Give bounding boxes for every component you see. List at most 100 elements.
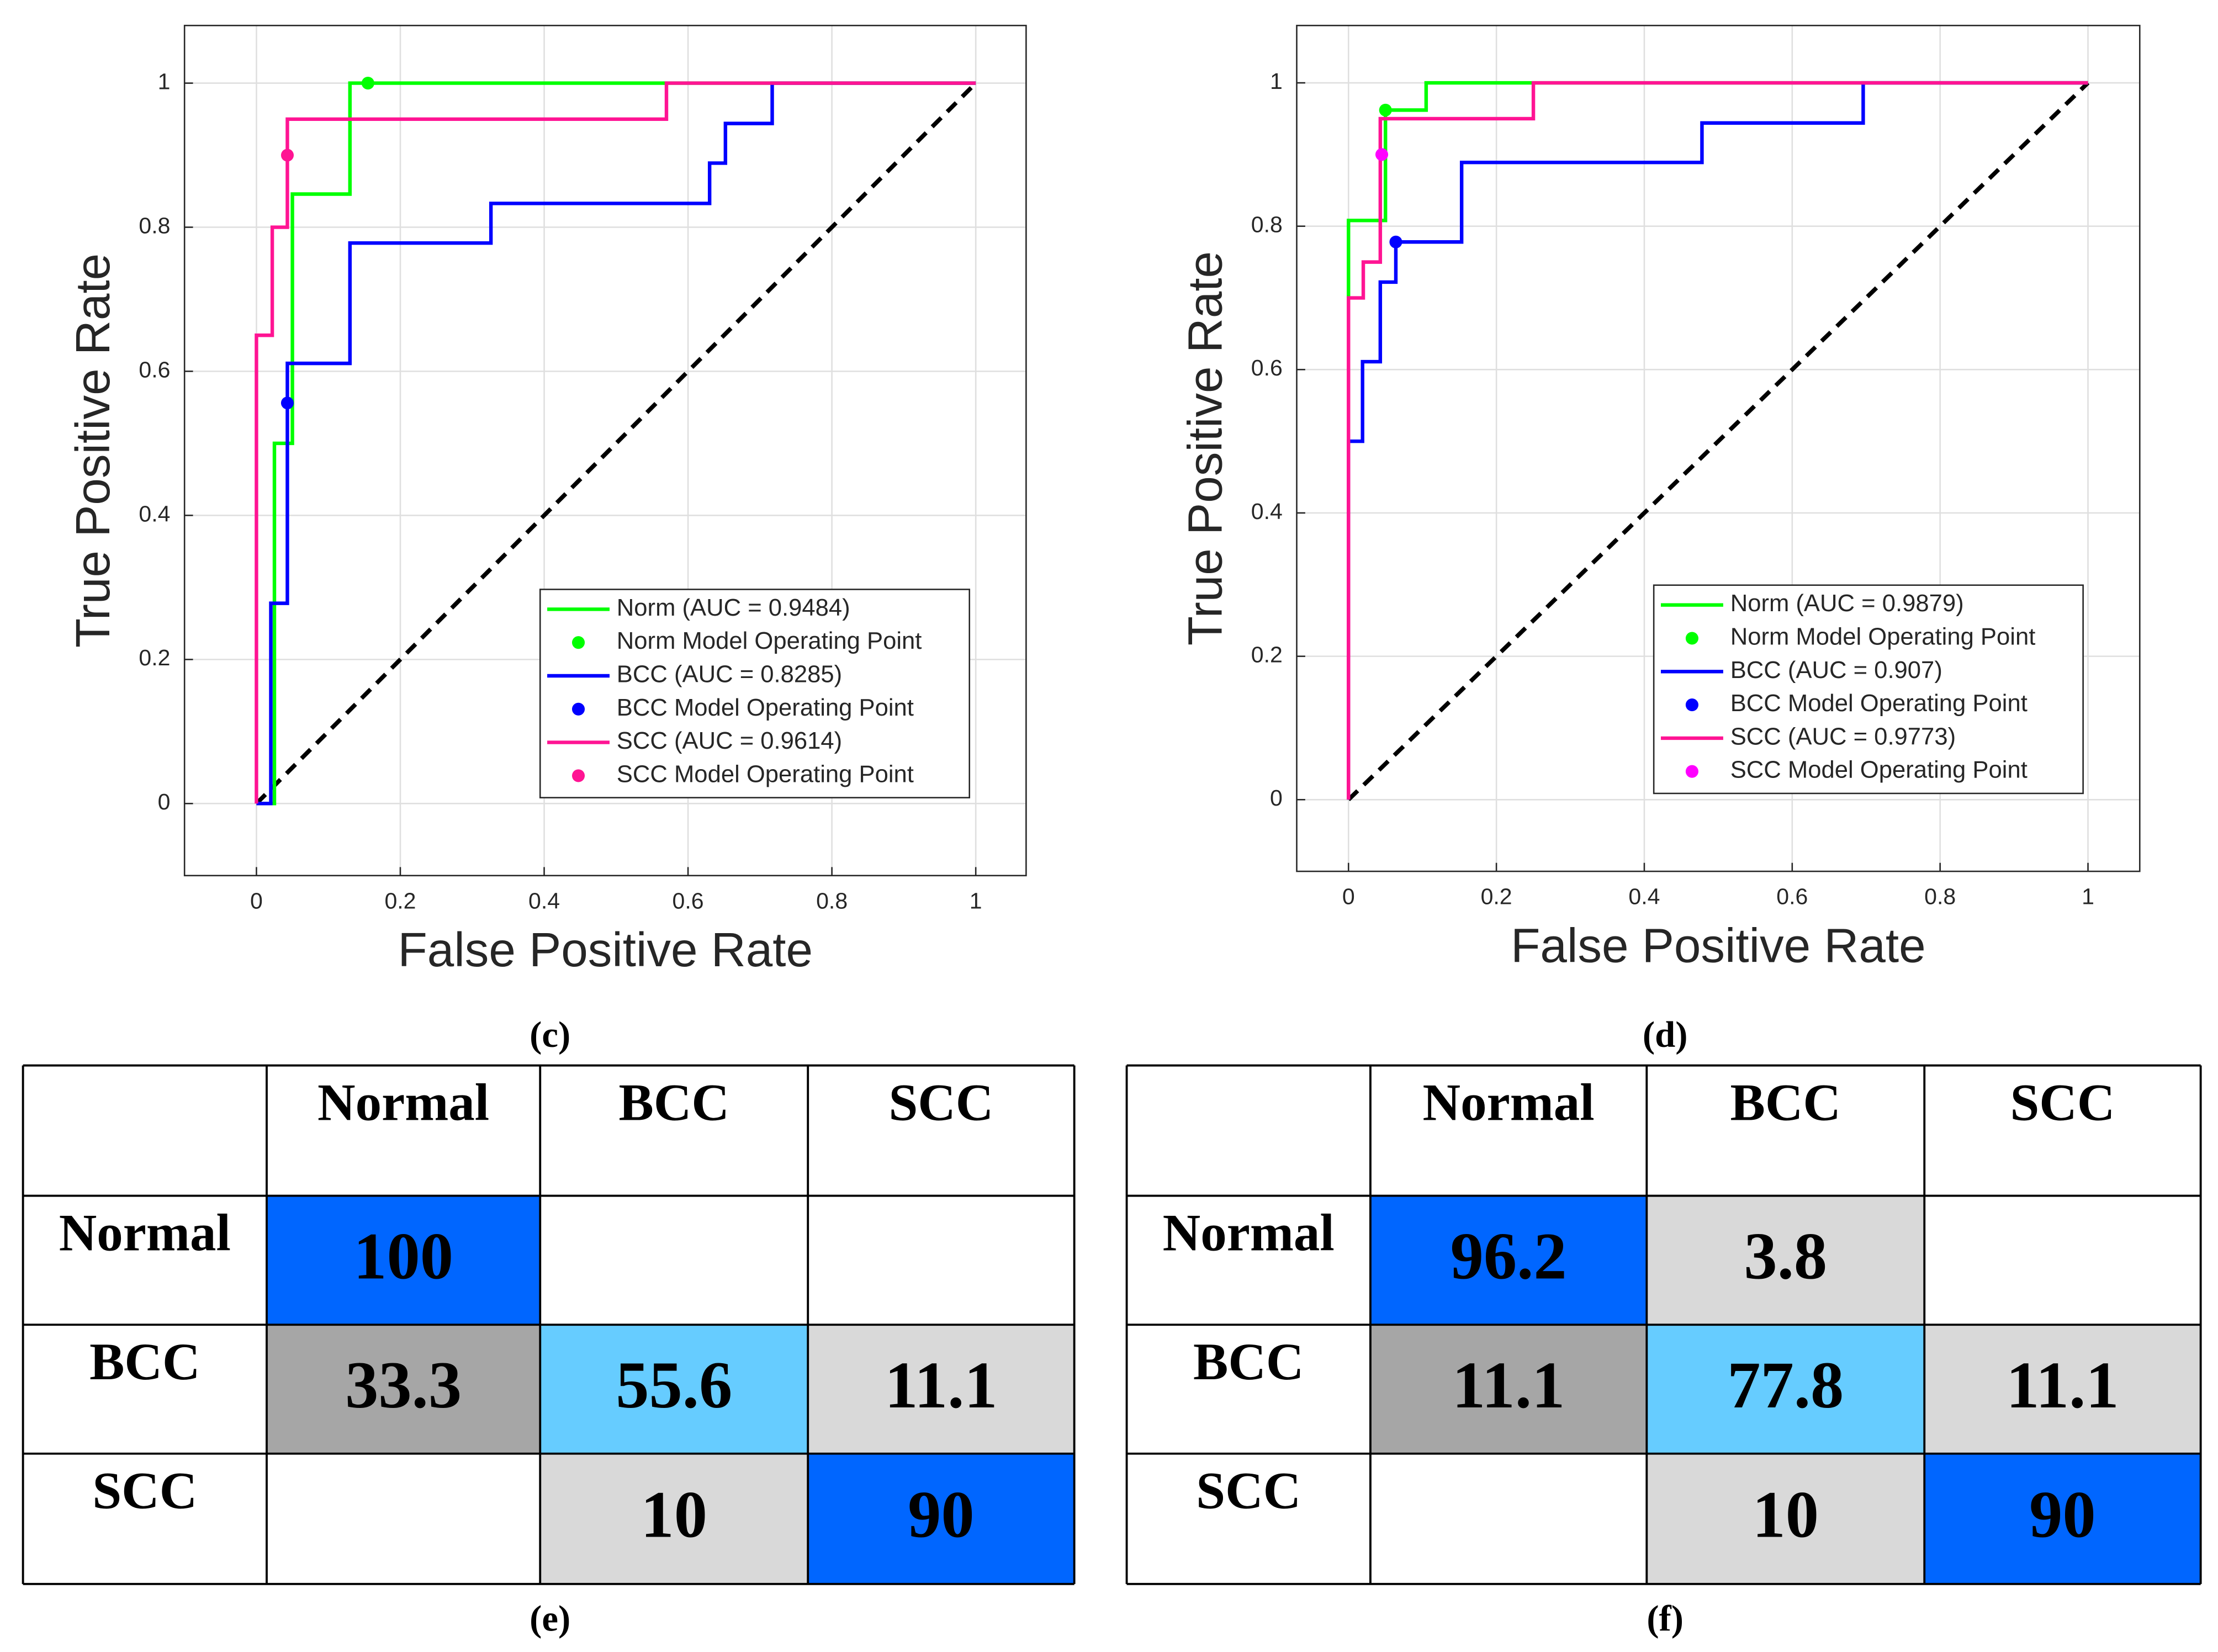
row-header: SCC [1196,1462,1301,1520]
x-tick-label: 0.8 [1924,884,1956,909]
column-header: BCC [1730,1073,1841,1131]
caption: (d) [1643,1015,1688,1055]
cell [808,1325,1074,1454]
column-header: BCC [618,1073,729,1131]
x-tick-label: 1 [2082,884,2094,909]
cell-value: 100 [353,1220,453,1293]
header-cell [1924,1065,2201,1196]
cell [1370,1325,1647,1454]
cell [266,1453,541,1584]
cell [540,1325,808,1454]
header-cell [266,1065,541,1196]
legend-box [539,589,971,798]
header-cell [808,1065,1074,1196]
header-cell [1647,1065,1925,1196]
legend-label: Norm (AUC = 0.9879) [1730,590,1964,617]
cell [540,1195,808,1325]
cell [1370,1195,1647,1325]
x-tick-label: 0.4 [528,888,560,913]
y-tick-label: 0 [1270,785,1283,811]
legend-label: Norm Model Operating Point [1730,624,2036,650]
caption: (f) [1647,1598,1684,1639]
y-tick-label: 0.4 [139,501,170,526]
operating-point [361,77,374,90]
legend-label: BCC Model Operating Point [617,695,914,721]
legend-label: Norm (AUC = 0.9484) [617,595,850,621]
row-header: Normal [1163,1203,1335,1262]
cell [266,1325,541,1454]
chance-line [1347,81,2090,802]
plot-frame [183,24,1027,877]
x-tick-label: 0.6 [1776,884,1808,909]
cell-value: 10 [1752,1479,1819,1552]
roc-curve [1347,81,2088,800]
row-header: BCC [1193,1332,1304,1391]
y-tick-label: 0.4 [1251,499,1283,524]
cell-value: 11.1 [885,1349,997,1422]
legend-swatch [1685,698,1698,712]
y-tick-label: 0.2 [139,645,170,670]
cell-value: 96.2 [1451,1220,1567,1293]
caption: (c) [530,1015,570,1055]
y-tick-label: 0.6 [139,357,170,382]
cell-value: 11.1 [1452,1349,1565,1422]
roc-curve [255,81,976,804]
legend-label: BCC (AUC = 0.8285) [617,661,842,688]
table-grid [22,1064,1076,1585]
operating-point [1389,235,1402,248]
x-tick-label: 1 [970,888,982,913]
cell-value: 3.8 [1744,1220,1827,1293]
x-tick-label: 0.2 [384,888,416,913]
cell-value: 77.8 [1727,1349,1844,1422]
header-cell [540,1065,808,1196]
y-axis-label: True Positive Rate [1178,251,1232,645]
header-cell [1370,1065,1647,1196]
cell [540,1453,808,1584]
legend-label: BCC (AUC = 0.907) [1730,657,1942,684]
legend-label: BCC Model Operating Point [1730,690,2028,717]
cell [1924,1195,2201,1325]
row-header: Normal [59,1203,231,1262]
cell-value: 55.6 [616,1349,732,1422]
operating-point [280,396,294,410]
cell [1370,1453,1647,1584]
legend-label: SCC Model Operating Point [1730,757,2028,783]
legend-label: Norm Model Operating Point [617,628,922,654]
roc-curve [256,81,976,806]
column-header: SCC [888,1073,993,1131]
plot-frame [1296,24,2141,872]
x-tick-label: 0 [1342,884,1355,909]
cell [1647,1195,1925,1325]
caption: (e) [530,1598,570,1639]
cell [808,1195,1074,1325]
cell [1647,1325,1925,1454]
cell [1924,1325,2201,1454]
cell-value: 11.1 [2006,1349,2119,1422]
y-tick-label: 0.8 [139,213,170,238]
y-tick-label: 1 [1270,68,1283,94]
x-tick-label: 0 [250,888,263,913]
cell-value: 10 [640,1479,707,1552]
table-grid [1125,1064,2202,1585]
legend-swatch [1685,765,1698,778]
cell-value: 90 [2029,1479,2096,1552]
operating-point [280,149,294,162]
y-tick-label: 0.2 [1251,642,1283,667]
column-header: Normal [317,1073,489,1131]
operating-point [1379,103,1392,117]
legend-swatch [1685,632,1698,645]
roc-curve [256,81,976,806]
row-header: BCC [89,1332,200,1391]
x-tick-label: 0.4 [1628,884,1660,909]
y-tick-label: 0.8 [1251,212,1283,237]
column-header: Normal [1423,1073,1595,1131]
legend-swatch [571,769,585,782]
x-tick-label: 0.6 [673,888,704,913]
x-tick-label: 0.2 [1481,884,1512,909]
x-axis-label: False Positive Rate [1511,919,1926,972]
cell-value: 33.3 [345,1349,462,1422]
column-header: SCC [2010,1073,2115,1131]
y-tick-label: 1 [158,68,171,94]
